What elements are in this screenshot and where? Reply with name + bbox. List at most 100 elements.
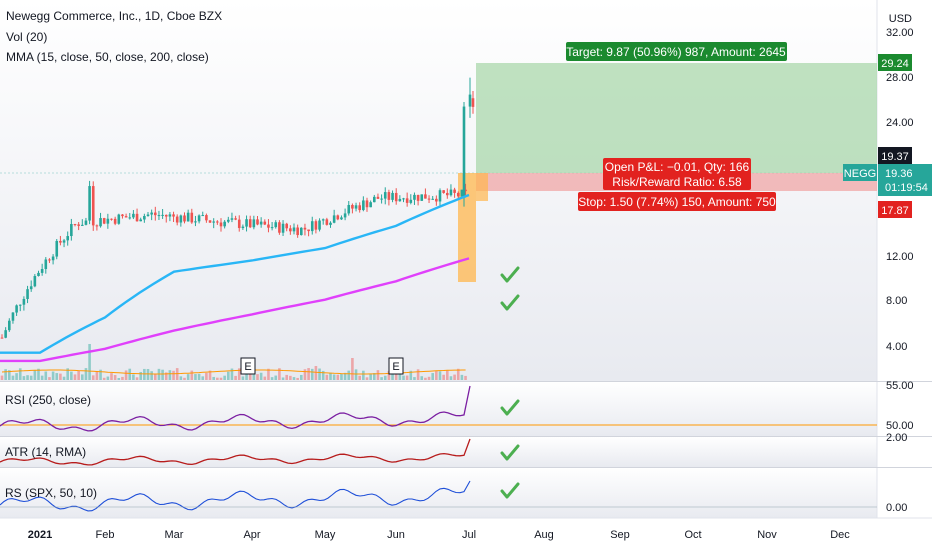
target-label[interactable]: Target: 9.87 (50.96%) 987, Amount: 2645 — [566, 45, 786, 59]
time-tick: Nov — [757, 529, 777, 541]
candle — [91, 181, 95, 231]
candle — [168, 212, 172, 222]
time-tick: May — [315, 529, 336, 541]
candle — [365, 197, 369, 212]
mma-legend[interactable]: MMA (15, close, 50, close, 200, close) — [6, 50, 209, 64]
stop-label[interactable]: Stop: 1.50 (7.74%) 150, Amount: 750 — [578, 195, 776, 209]
candle — [99, 212, 102, 228]
volume-bar — [150, 371, 153, 380]
candle — [121, 214, 124, 219]
volume-bar — [303, 369, 307, 380]
price-tick: 8.00 — [886, 295, 907, 307]
volume-legend[interactable]: Vol (20) — [6, 30, 48, 44]
volume-bar — [183, 377, 186, 380]
candle — [263, 219, 267, 226]
volume-bar — [212, 376, 215, 380]
candle — [373, 194, 376, 203]
volume-bar — [420, 376, 424, 380]
volume-bar — [4, 369, 7, 380]
rs-legend[interactable]: RS (SPX, 50, 10) — [5, 486, 98, 500]
risk-reward-label[interactable]: Risk/Reward Ratio: 6.58 — [612, 175, 742, 189]
earnings-marker[interactable]: E — [244, 361, 251, 373]
candle — [150, 209, 153, 221]
pnl-label[interactable]: Open P&L: −0.01, Qty: 166 — [605, 160, 750, 174]
candle — [51, 254, 55, 265]
rsi-legend[interactable]: RSI (250, close) — [5, 393, 92, 407]
candle — [303, 223, 307, 236]
price-tick: 12.00 — [886, 251, 914, 263]
candle — [281, 220, 285, 237]
volume-bar — [336, 374, 340, 380]
volume-bar — [383, 375, 387, 380]
candle — [270, 221, 274, 231]
volume-bar — [270, 377, 274, 380]
price-tick: 24.00 — [886, 117, 914, 129]
candle — [22, 296, 26, 311]
candle — [59, 235, 62, 246]
candle — [380, 194, 383, 204]
volume-bar — [405, 375, 409, 380]
candle — [274, 220, 278, 229]
candle — [442, 190, 445, 194]
volume-bar — [26, 375, 29, 380]
volume-bar — [362, 370, 365, 380]
volume-bar — [59, 373, 62, 380]
candle — [391, 190, 394, 203]
volume-bar — [121, 376, 124, 380]
volume-bar — [394, 372, 398, 380]
last-close-tag-bg — [878, 147, 912, 164]
last-close-tag: 19.37 — [881, 151, 909, 163]
candle — [387, 189, 391, 206]
earnings-marker-box[interactable] — [240, 357, 256, 375]
candle — [292, 223, 296, 235]
volume-bar — [99, 369, 102, 380]
volume-bar — [179, 376, 183, 380]
rsi-pane-bg — [0, 382, 877, 436]
volume-bar — [161, 369, 164, 380]
volume-bar — [11, 375, 15, 380]
volume-bar — [88, 344, 91, 380]
candle — [186, 209, 190, 222]
volume-bar — [237, 368, 241, 380]
candle — [113, 216, 117, 226]
target-zone[interactable] — [476, 63, 877, 173]
volume-bar — [449, 376, 453, 380]
volume-bar — [132, 374, 135, 380]
symbol-title[interactable]: Newegg Commerce, Inc., 1D, Cboe BZX — [6, 9, 223, 23]
earnings-marker[interactable]: E — [392, 361, 399, 373]
candle — [347, 200, 351, 216]
candle — [424, 188, 427, 199]
symbol-tag[interactable]: NEGG — [844, 168, 876, 180]
time-tick: Oct — [684, 529, 701, 541]
earnings-marker-box[interactable] — [388, 357, 404, 375]
volume-bar — [135, 377, 139, 380]
volume-bar — [110, 373, 113, 380]
pnl-label-bg[interactable] — [603, 158, 751, 190]
candle — [81, 219, 84, 226]
volume-bar — [380, 377, 383, 380]
price-tick: 4.00 — [886, 341, 907, 353]
atr-legend[interactable]: ATR (14, RMA) — [5, 445, 87, 459]
candle — [33, 274, 37, 288]
volume-bar — [373, 373, 376, 380]
candle — [234, 215, 237, 221]
volume-bar — [278, 368, 281, 380]
volume-bar — [95, 371, 99, 380]
candle — [40, 263, 44, 276]
volume-bar — [409, 370, 413, 380]
volume-bar — [358, 375, 361, 380]
candle — [227, 216, 230, 224]
volume-bar — [139, 371, 142, 380]
candle — [124, 213, 128, 218]
target-label-bg[interactable] — [566, 42, 787, 61]
volume-bar — [307, 368, 310, 380]
volume-bar — [73, 374, 77, 380]
time-tick: Sep — [610, 529, 630, 541]
volume-bar — [318, 368, 321, 380]
symbol-tag-bg[interactable] — [843, 164, 877, 181]
stop-label-bg[interactable] — [578, 192, 776, 211]
candle — [73, 223, 77, 227]
candle — [128, 213, 132, 220]
